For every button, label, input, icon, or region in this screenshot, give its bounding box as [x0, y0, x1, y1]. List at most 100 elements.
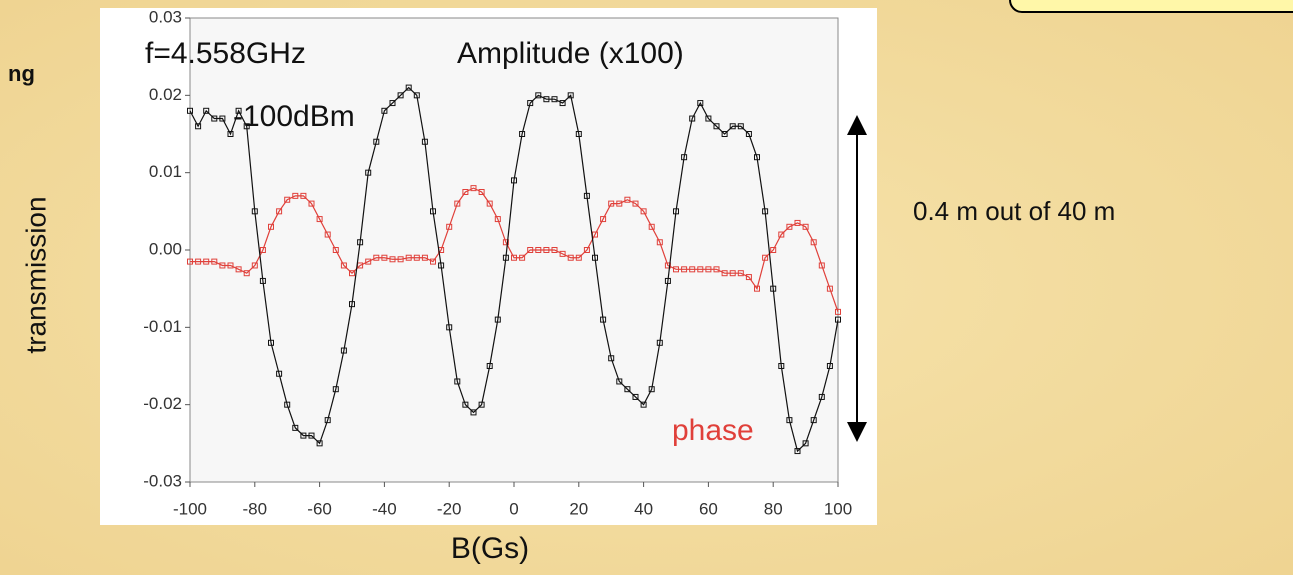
marker [810, 417, 817, 424]
marker [340, 262, 347, 269]
marker [494, 216, 501, 223]
marker [276, 370, 283, 377]
y-tick-label: 0.00 [149, 239, 182, 258]
marker [316, 440, 323, 447]
marker [729, 270, 736, 277]
cut-text: ng [8, 61, 35, 86]
marker [357, 239, 364, 246]
marker [737, 270, 744, 277]
marker [397, 256, 404, 263]
y-tick-label: -0.02 [143, 394, 182, 413]
marker [284, 196, 291, 203]
marker [486, 363, 493, 369]
marker [324, 417, 331, 424]
marker [697, 266, 704, 273]
marker [413, 254, 420, 261]
marker [251, 208, 258, 215]
marker [316, 216, 323, 223]
marker [632, 393, 639, 400]
x-tick-label: 100 [824, 499, 852, 518]
marker [381, 107, 388, 114]
marker [835, 308, 841, 315]
y-axis-label: transmission [20, 196, 51, 353]
marker [195, 258, 202, 265]
marker [656, 239, 663, 246]
marker [770, 247, 777, 253]
marker [681, 154, 688, 161]
marker [462, 189, 469, 195]
marker [640, 401, 647, 408]
marker [324, 231, 331, 238]
marker [802, 223, 809, 230]
marker [251, 262, 258, 269]
marker [373, 254, 380, 261]
marker [632, 200, 639, 207]
marker [502, 239, 509, 246]
marker [300, 432, 307, 439]
marker [551, 96, 558, 103]
marker [583, 247, 590, 253]
marker [721, 270, 728, 277]
marker [754, 154, 760, 161]
marker [600, 216, 607, 223]
marker [818, 393, 825, 400]
marker [405, 254, 412, 261]
annotation: Amplitude (x100) [457, 37, 684, 70]
marker [373, 138, 380, 145]
marker [340, 347, 347, 354]
marker [681, 266, 688, 273]
annotation: -100dBm [233, 100, 355, 133]
marker [519, 254, 526, 261]
marker [462, 401, 469, 408]
marker [349, 270, 355, 277]
marker [664, 262, 671, 269]
marker [227, 262, 234, 269]
marker [826, 285, 833, 292]
marker [486, 200, 493, 207]
marker [259, 247, 266, 253]
marker [608, 355, 615, 362]
marker [268, 339, 274, 346]
plot-area [189, 17, 839, 483]
marker [754, 285, 760, 292]
marker [446, 223, 453, 230]
marker [616, 200, 623, 207]
marker [648, 223, 655, 230]
marker [470, 409, 477, 416]
marker [268, 223, 274, 230]
marker [721, 131, 728, 137]
marker [332, 386, 339, 393]
marker [689, 115, 696, 122]
note: 0.4 m out of 40 m [913, 196, 1115, 226]
marker [227, 131, 234, 137]
x-tick-label: -80 [243, 499, 268, 518]
annotation: phase [672, 414, 754, 447]
marker [235, 266, 242, 273]
marker [527, 247, 534, 253]
marker [502, 254, 509, 261]
marker [802, 440, 809, 447]
marker [705, 266, 712, 273]
marker [624, 196, 631, 203]
marker [616, 378, 623, 385]
marker [818, 262, 825, 269]
marker [389, 256, 396, 263]
y-tick-label: -0.01 [143, 317, 182, 336]
annotation: f=4.558GHz [145, 37, 306, 70]
marker [543, 96, 550, 103]
marker [430, 208, 436, 215]
marker [737, 123, 744, 130]
marker [608, 200, 615, 207]
marker [413, 92, 420, 99]
marker [365, 169, 372, 176]
marker [835, 316, 841, 323]
marker [430, 258, 436, 265]
marker [365, 258, 372, 265]
marker [705, 115, 712, 122]
marker [778, 363, 785, 369]
marker [243, 270, 250, 277]
marker [203, 258, 210, 265]
marker [810, 239, 817, 246]
marker [697, 100, 704, 107]
